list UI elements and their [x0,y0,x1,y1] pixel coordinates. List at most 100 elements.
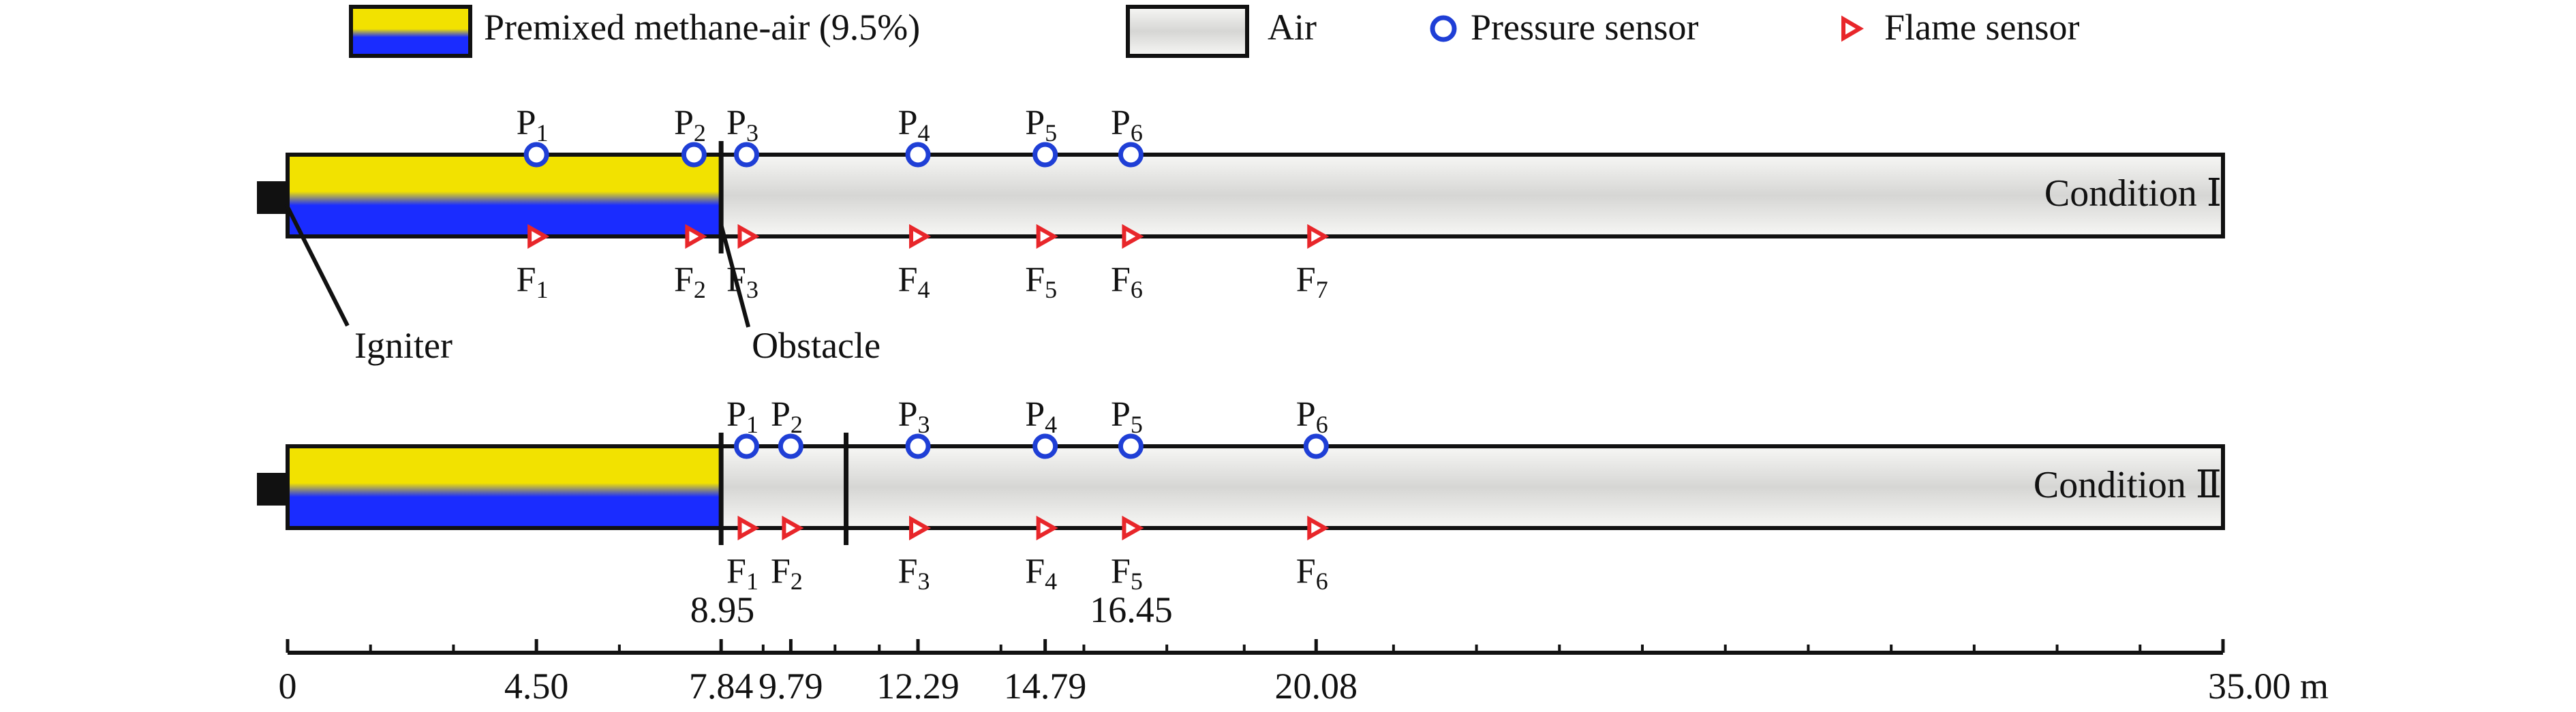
flame-sensor-5 [1036,223,1058,249]
pressure-sensor-subscript: 4 [917,119,930,146]
flame-sensor-subscript: 6 [1316,568,1328,595]
legend-methane-swatch [349,5,472,58]
condition-2-label: Condition Ⅱ [2034,464,2222,506]
axis-tick-label: 4.50 [504,666,569,707]
pressure-sensor-subscript: 1 [746,411,758,438]
pressure-sensor-label: P4 [1025,395,1057,438]
flame-sensor-1 [527,223,550,249]
flame-sensor-label: F6 [1296,552,1328,595]
legend-air-swatch [1126,5,1249,58]
flame-sensor-subscript: 4 [917,276,930,303]
pressure-sensor-label: P6 [1296,395,1328,438]
pressure-sensor-4 [1032,433,1058,459]
pressure-sensor-label: P3 [726,104,758,146]
pressure-sensor-label: P5 [1111,395,1143,438]
flame-sensor-subscript: 1 [536,276,549,303]
pressure-sensor-4 [905,142,931,168]
legend-pressure-label: Pressure sensor [1471,7,1698,48]
pressure-sensor-label: P1 [726,395,758,438]
legend-pressure-sensor-icon [1430,15,1457,42]
pressure-sensor-5 [1118,433,1144,459]
pressure-sensor-label: P3 [898,395,930,438]
pressure-sensor-label: P2 [674,104,706,146]
pressure-sensor-2 [778,433,803,459]
pressure-sensor-subscript: 1 [536,119,549,146]
length-axis: 0 4.50 7.84 9.79 12.29 14.79 20.08 35.00 m [279,639,2329,707]
flame-sensor-4 [909,223,932,249]
pressure-sensor-subscript: 3 [746,119,758,146]
axis-tick-label: 9.79 [758,666,823,707]
flame-sensor-label: F4 [898,260,930,303]
pressure-sensor-6 [1118,142,1144,168]
igniter-box [257,181,288,214]
flame-sensor-label: F5 [1025,260,1057,303]
axis-tick-label: 0 [279,666,297,707]
pressure-sensor-subscript: 5 [1131,411,1143,438]
legend: Premixed methane-air (9.5%) Air Pressure… [349,5,2079,58]
legend-flame-label: Flame sensor [1884,7,2079,48]
pressure-sensor-6 [1303,433,1329,459]
pressure-sensor-2 [681,142,707,168]
pressure-sensor-1 [523,142,549,168]
axis-tick-label: 20.08 [1275,666,1358,707]
condition-1-label: Condition Ⅰ [2044,172,2222,215]
position-label-8-95: 8.95 [690,589,755,630]
flame-sensor-7 [1307,223,1330,249]
flame-sensor-subscript: 6 [1131,276,1143,303]
pressure-sensor-subscript: 3 [917,411,930,438]
flame-sensor-subscript: 4 [1045,568,1057,595]
pressure-sensor-subscript: 5 [1045,119,1057,146]
axis-tick-label: 14.79 [1004,666,1087,707]
flame-sensor-label: F2 [771,552,803,595]
igniter-leader-line [284,203,350,327]
legend-flame-sensor-icon [1841,15,1864,42]
igniter-box [257,473,288,506]
flame-sensor-subscript: 2 [791,568,803,595]
flame-sensor-2 [782,515,804,541]
flame-sensor-subscript: 5 [1131,568,1143,595]
pressure-sensor-subscript: 4 [1045,411,1057,438]
pressure-sensor-label: P1 [517,104,549,146]
flame-sensor-4 [1036,515,1058,541]
legend-air-label: Air [1268,7,1317,48]
pressure-sensor-label: P4 [898,104,930,146]
pressure-sensor-5 [1032,142,1058,168]
flame-sensor-label: F1 [726,552,758,595]
flame-sensor-label: F1 [517,260,549,303]
legend-methane-label: Premixed methane-air (9.5%) [484,7,920,48]
pressure-sensor-3 [905,433,931,459]
flame-sensor-label: F2 [674,260,706,303]
condition-1-tube: Condition Ⅰ P1P2P3P4P5P6F1F2F3F4F5F6F7 I… [257,104,2225,366]
flame-sensor-subscript: 2 [694,276,706,303]
flame-sensor-label: F3 [898,552,930,595]
pressure-sensor-label: P5 [1025,104,1057,146]
obstacle-leader-line [719,224,751,328]
flame-sensor-subscript: 1 [746,568,758,595]
flame-sensor-label: F4 [1025,552,1057,595]
position-label-16-45: 16.45 [1090,589,1173,630]
flame-sensor-label: F7 [1296,260,1328,303]
flame-sensor-5 [1122,515,1144,541]
flame-sensor-3 [909,515,932,541]
flame-sensor-6 [1122,223,1144,249]
flame-sensor-subscript: 7 [1316,276,1328,303]
axis-tick-label: 35.00 m [2208,666,2329,707]
obstacle-label: Obstacle [752,325,880,366]
flame-sensor-label: F6 [1111,260,1143,303]
flame-sensor-1 [737,515,760,541]
flame-sensor-subscript: 5 [1045,276,1057,303]
flame-sensor-subscript: 3 [917,568,930,595]
pressure-sensor-label: P6 [1111,104,1143,146]
axis-tick-label: 12.29 [876,666,960,707]
pressure-sensor-1 [733,433,759,459]
pressure-sensor-label: P2 [771,395,803,438]
flame-sensor-label: F5 [1111,552,1143,595]
methane-section [286,153,724,238]
flame-sensor-subscript: 3 [746,276,758,303]
pressure-sensor-subscript: 2 [791,411,803,438]
axis-tick-label: 7.84 [689,666,754,707]
igniter-label: Igniter [354,325,453,366]
pressure-sensor-subscript: 6 [1316,411,1328,438]
pressure-sensor-subscript: 6 [1131,119,1143,146]
